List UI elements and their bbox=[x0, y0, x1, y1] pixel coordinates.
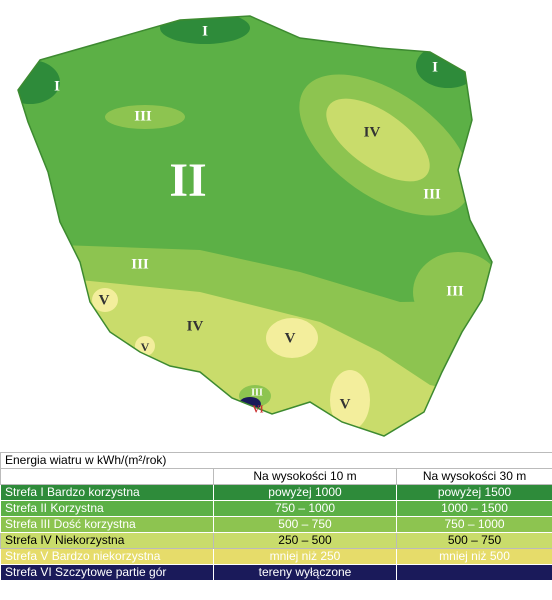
table-title: Energia wiatru w kWh/(m²/rok) bbox=[0, 452, 552, 469]
zone-label: III bbox=[134, 108, 152, 124]
cell: Strefa V Bardzo niekorzystna bbox=[0, 548, 214, 565]
cell: mniej niż 250 bbox=[213, 548, 397, 565]
cell: 750 – 1000 bbox=[213, 500, 397, 517]
zone-label: III bbox=[251, 387, 263, 398]
cell: Strefa IV Niekorzystna bbox=[0, 532, 214, 549]
header-cell: Na wysokości 30 m bbox=[395, 468, 552, 485]
zone-label: I bbox=[202, 23, 208, 39]
zone-label: III bbox=[446, 283, 464, 299]
cell: tereny wyłączone bbox=[213, 564, 397, 581]
zone-label: VI bbox=[252, 404, 263, 415]
cell: Strefa III Dość korzystna bbox=[0, 516, 214, 533]
zone-label: IV bbox=[364, 124, 381, 140]
cell: 500 – 750 bbox=[213, 516, 397, 533]
zone-label: I bbox=[54, 78, 60, 94]
header-cell: Na wysokości 10 m bbox=[213, 468, 397, 485]
zone-label: V bbox=[340, 396, 351, 412]
cell: powyżej 1500 bbox=[395, 484, 552, 501]
zones bbox=[18, 16, 492, 436]
cell bbox=[395, 564, 552, 581]
cell: 500 – 750 bbox=[395, 532, 552, 549]
cell: 250 – 500 bbox=[213, 532, 397, 549]
cell: mniej niż 500 bbox=[395, 548, 552, 565]
header-cell bbox=[0, 468, 214, 485]
cell: Strefa I Bardzo korzystna bbox=[0, 484, 214, 501]
zone-label: V bbox=[99, 292, 110, 308]
zone-label: I bbox=[432, 59, 438, 75]
zone-label: IV bbox=[187, 318, 204, 334]
border bbox=[17, 15, 493, 437]
zone-label: II bbox=[169, 154, 206, 207]
cell: Strefa II Korzystna bbox=[0, 500, 214, 517]
cell: powyżej 1000 bbox=[213, 484, 397, 501]
zone-label: III bbox=[423, 186, 441, 202]
cell: 750 – 1000 bbox=[395, 516, 552, 533]
legend-table: Energia wiatru w kWh/(m²/rok) Na wysokoś… bbox=[0, 452, 552, 581]
cell: 1000 – 1500 bbox=[395, 500, 552, 517]
zone-label: V bbox=[141, 340, 150, 354]
zone-label: III bbox=[131, 256, 149, 272]
cell: Strefa VI Szczytowe partie gór bbox=[0, 564, 214, 581]
map: I I I III II IV III III III V IV V V V I… bbox=[17, 15, 493, 437]
zone-label: V bbox=[285, 330, 296, 346]
